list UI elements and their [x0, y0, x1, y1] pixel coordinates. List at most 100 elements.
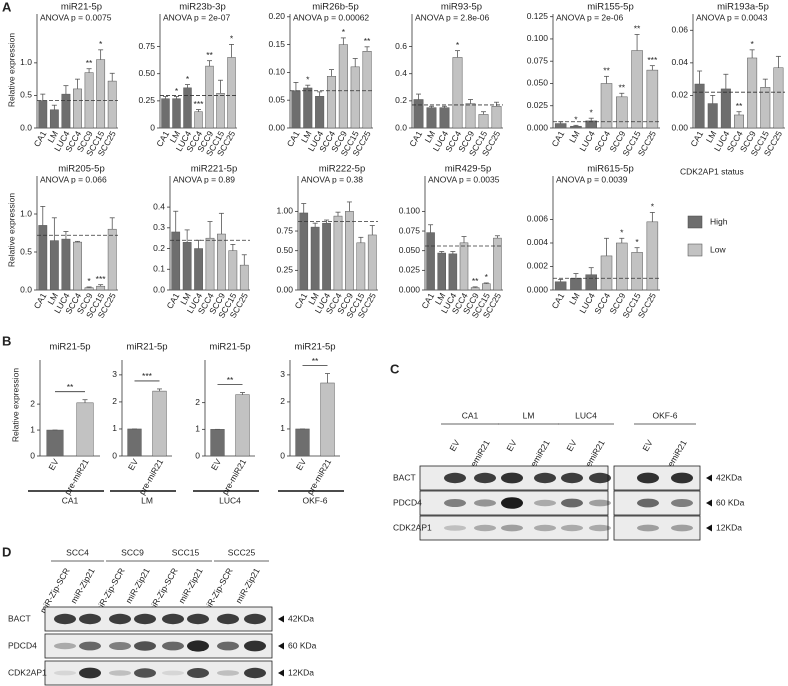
significance-label: * [635, 237, 639, 247]
blot-band [109, 670, 131, 676]
bar [448, 253, 458, 291]
bar [127, 428, 142, 457]
bar [239, 264, 249, 291]
chart-title: miR155-5p [587, 2, 633, 13]
bar [465, 103, 476, 129]
bar [362, 51, 372, 129]
y-tick-label: 0.06 [671, 25, 688, 35]
significance-label: * [230, 34, 234, 44]
significance-label: * [87, 276, 91, 286]
chart-subtitle: ANOVA p = 0.00062 [293, 12, 369, 22]
bar [299, 212, 309, 291]
bar [345, 211, 354, 291]
y-axis-label: Relative expression [10, 368, 20, 442]
blot-band [444, 525, 466, 531]
bar [303, 87, 313, 129]
y-tick-label: 0.1 [153, 264, 165, 274]
bar [73, 241, 82, 291]
blot-band [162, 641, 184, 651]
y-tick-label: 1.00 [276, 206, 293, 216]
legend-label: Low [710, 244, 726, 254]
blot-size-label: 12KDa [288, 667, 314, 677]
blot-band [637, 498, 659, 508]
panel-label: A [2, 0, 12, 14]
bar [459, 242, 469, 291]
bar [760, 87, 771, 129]
bar [107, 80, 117, 129]
bar [217, 233, 226, 291]
bar [426, 232, 435, 291]
bar [350, 66, 360, 129]
bar [646, 221, 659, 291]
y-tick-label: 0.100 [399, 206, 421, 216]
y-tick-label: 0.15 [268, 39, 285, 49]
chart-title: miR21-5p [126, 342, 167, 353]
y-axis-label: Relative expression [6, 33, 16, 107]
y-tick-label: 0.75 [138, 41, 155, 51]
bar [338, 44, 348, 129]
chart-title: miR429-5p [445, 164, 491, 175]
bar [194, 248, 203, 291]
blot-row-label: CDK2AP1 [8, 667, 47, 677]
blot-band [54, 642, 76, 650]
blot-band [187, 668, 209, 678]
bar [570, 125, 582, 129]
bar [84, 287, 94, 291]
y-tick-label: 0 [30, 450, 35, 460]
significance-label: ** [736, 101, 743, 111]
size-arrow [278, 642, 284, 650]
blot-band [589, 472, 611, 484]
significance-label: *** [142, 371, 153, 381]
y-tick-label: 0.5 [20, 90, 32, 100]
blot-band [561, 498, 583, 508]
y-tick-label: 1 [112, 423, 117, 433]
y-tick-label: 0.025 [399, 265, 421, 275]
bar [227, 57, 236, 129]
chart-title: miR93-5p [441, 2, 482, 13]
y-tick-label: 1 [195, 424, 200, 434]
blot-band [217, 613, 239, 625]
bar [38, 100, 48, 129]
y-tick-label: 2 [195, 397, 200, 407]
significance-label: * [456, 40, 460, 50]
chart-title: miR615-5p [587, 164, 633, 175]
significance-label: * [590, 107, 594, 117]
blot-group-label: SCC9 [121, 547, 144, 557]
y-tick-label: 0.25 [138, 95, 155, 105]
bar [452, 57, 463, 129]
bar [326, 76, 337, 129]
blot-strip [613, 515, 701, 541]
blot-band [474, 499, 496, 507]
blot-group-label: SCC25 [228, 547, 256, 557]
bar [152, 390, 167, 457]
size-arrow [706, 474, 712, 482]
bar [61, 93, 71, 129]
bar [320, 382, 335, 457]
chart-title: miR21-5p [49, 342, 90, 353]
y-tick-label: 0.000 [527, 284, 549, 294]
chart-subtitle: ANOVA p = 0.0035 [428, 174, 500, 184]
chart-title: miR26b-5p [312, 2, 358, 13]
chart-subtitle: ANOVA p = 0.066 [40, 174, 107, 184]
y-tick-label: 0.00 [671, 122, 688, 132]
significance-label: * [750, 39, 754, 49]
bar [437, 252, 446, 291]
bar [570, 277, 582, 291]
blot-row-label: BACT [8, 613, 31, 623]
bar [182, 242, 192, 291]
significance-label: ** [227, 375, 234, 385]
y-tick-label: 0.004 [527, 237, 549, 247]
bar [46, 429, 64, 457]
y-tick-label: 0.0 [20, 122, 32, 132]
cell-line-label: CA1 [62, 495, 79, 505]
significance-label: * [574, 115, 578, 125]
y-tick-label: 0.0 [20, 284, 32, 294]
chart-title: miR221-5p [191, 164, 237, 175]
blot-band [474, 472, 496, 484]
y-tick-label: 0.100 [527, 33, 549, 43]
chart-subtitle: ANOVA p = 0.38 [301, 174, 363, 184]
y-tick-label: 0.75 [276, 225, 293, 235]
blot-band [501, 472, 523, 484]
bar [554, 281, 567, 291]
blot-band [79, 667, 101, 679]
